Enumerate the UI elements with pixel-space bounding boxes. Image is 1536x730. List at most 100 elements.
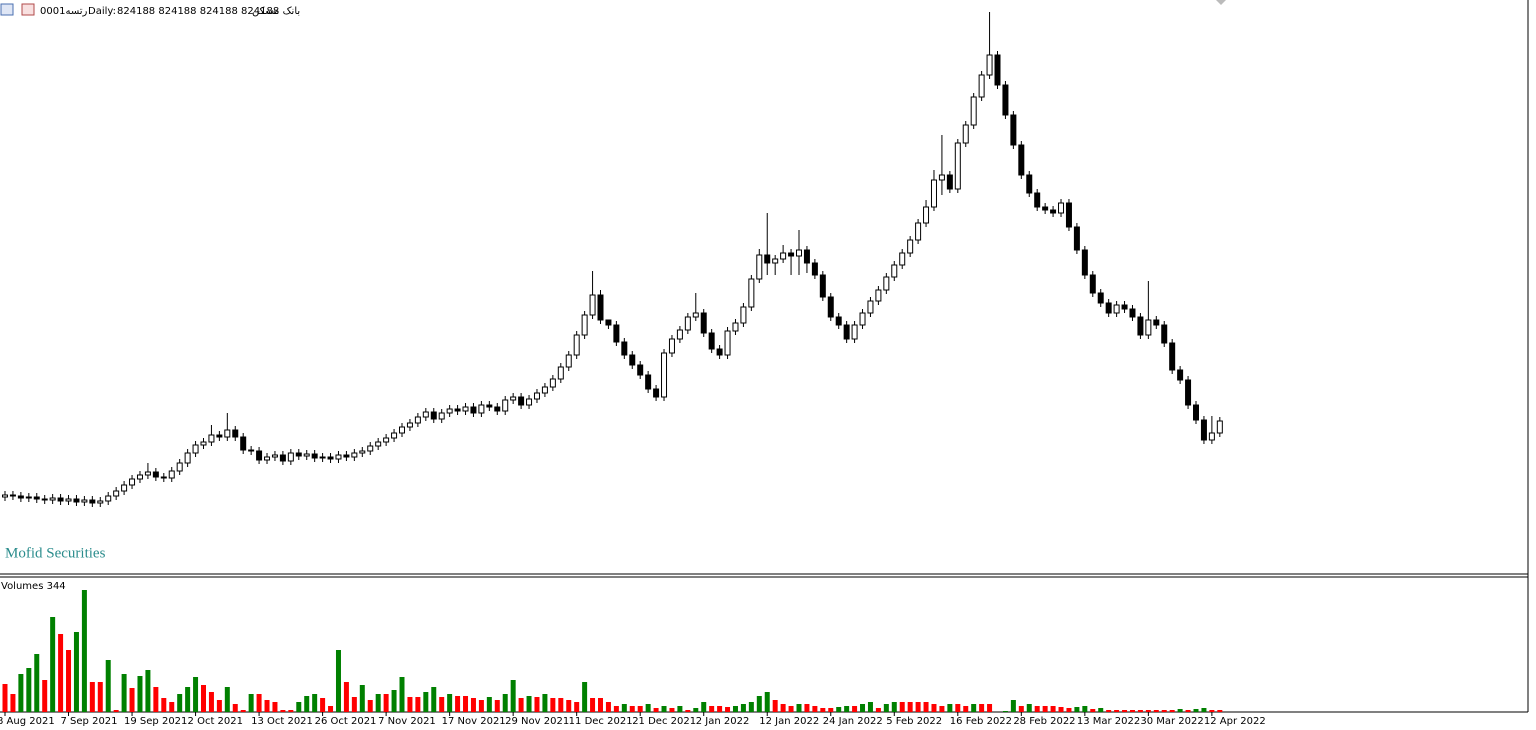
candle-body (629, 354, 636, 366)
x-tick-label: 26 Oct 2021 (315, 716, 377, 727)
volume-bar (34, 654, 40, 712)
candle-body (375, 441, 382, 447)
candle-body (327, 456, 334, 460)
candle-body (136, 474, 143, 480)
candle-body (1042, 206, 1049, 211)
candle-body (224, 429, 231, 438)
volume-bar (764, 692, 770, 712)
volume-bar (1177, 709, 1183, 712)
candle-body (716, 348, 723, 356)
candle-body (65, 498, 72, 502)
volume-bar (1058, 707, 1064, 712)
volume-bar (169, 702, 175, 712)
candle-body (192, 444, 199, 454)
volume-bar (486, 697, 492, 712)
volume-bar (844, 706, 850, 712)
candle-body (867, 300, 874, 314)
candle-body (303, 453, 310, 457)
volume-bar (280, 710, 286, 712)
volume-bar (582, 682, 588, 712)
volume-bar (780, 704, 786, 712)
volume-bar (621, 704, 627, 712)
candle-body (756, 254, 763, 280)
candle-body (668, 338, 675, 354)
candle-body (1121, 304, 1128, 310)
volume-bar (550, 698, 556, 712)
candle-body (1065, 202, 1072, 228)
x-tick-label: 11 Dec 2021 (569, 716, 633, 727)
candle-body (843, 324, 850, 340)
candle-body (891, 264, 898, 278)
volume-bar (50, 617, 56, 712)
candle-body (1034, 192, 1041, 208)
volume-bar (359, 685, 365, 712)
candle-body (526, 398, 533, 406)
x-tick-label: 13 Oct 2021 (251, 716, 313, 727)
volume-bar (1066, 708, 1072, 712)
candle-body (160, 476, 167, 479)
candle-body (803, 249, 810, 264)
volume-bar (407, 697, 413, 712)
candle-body (152, 471, 159, 478)
volume-bar (860, 704, 866, 712)
candle-body (708, 332, 715, 350)
candle-body (113, 490, 120, 497)
volume-bar (963, 706, 969, 712)
volume-bar (828, 708, 834, 712)
candle-body (105, 495, 112, 502)
volume-bar (232, 704, 238, 712)
volume-bar (836, 707, 842, 712)
candle-body (748, 278, 755, 308)
candle-body (835, 316, 842, 326)
candle-body (557, 366, 564, 380)
candle-body (1193, 404, 1199, 421)
volume-bar (201, 685, 206, 712)
volume-bar (1122, 710, 1128, 712)
candle-body (811, 262, 818, 276)
volume-bar (1209, 710, 1215, 712)
candle-body (970, 96, 977, 126)
candle-body (1002, 84, 1009, 116)
candle-body (1145, 319, 1152, 336)
volume-bar (661, 706, 667, 712)
volume-bar (883, 704, 889, 712)
candle-body (486, 404, 493, 408)
instrument-name: بانک مسکن (252, 6, 300, 17)
volume-bar (1074, 707, 1080, 712)
candle-body (589, 294, 596, 316)
candle-body (1010, 114, 1017, 146)
candle-body (1058, 202, 1065, 214)
candle-body (41, 498, 48, 501)
volume-bar (320, 698, 326, 712)
candle-body (597, 294, 604, 321)
volume-bar (891, 702, 897, 712)
volume-bar (629, 706, 635, 712)
volume-bar (955, 704, 961, 712)
candle-body (923, 206, 930, 224)
x-tick-label: 12 Jan 2022 (759, 716, 819, 727)
volume-bar (804, 704, 810, 712)
volume-bar (534, 697, 540, 712)
volume-bar (121, 674, 127, 712)
candle-body (883, 276, 890, 291)
volume-bar (73, 632, 79, 712)
volume-bar (1034, 706, 1040, 712)
volume-bar (740, 704, 746, 712)
volume-bar (2, 684, 8, 712)
candle-body (399, 426, 405, 434)
volume-bar (1161, 710, 1167, 712)
candle-body (851, 324, 858, 340)
x-tick-label: 7 Nov 2021 (378, 716, 436, 727)
volume-bar (931, 704, 937, 712)
volume-bar (415, 697, 421, 712)
volume-bar (161, 698, 167, 712)
candle-body (1081, 249, 1088, 276)
volume-bar (351, 697, 357, 712)
candle-body (1129, 308, 1136, 318)
candle-body (946, 174, 953, 190)
x-tick-label: 16 Feb 2022 (950, 716, 1012, 727)
x-tick-label: 2 Jan 2022 (696, 716, 750, 727)
volume-bar (105, 660, 111, 712)
volume-bar (296, 702, 302, 712)
volume-bar (915, 702, 921, 712)
